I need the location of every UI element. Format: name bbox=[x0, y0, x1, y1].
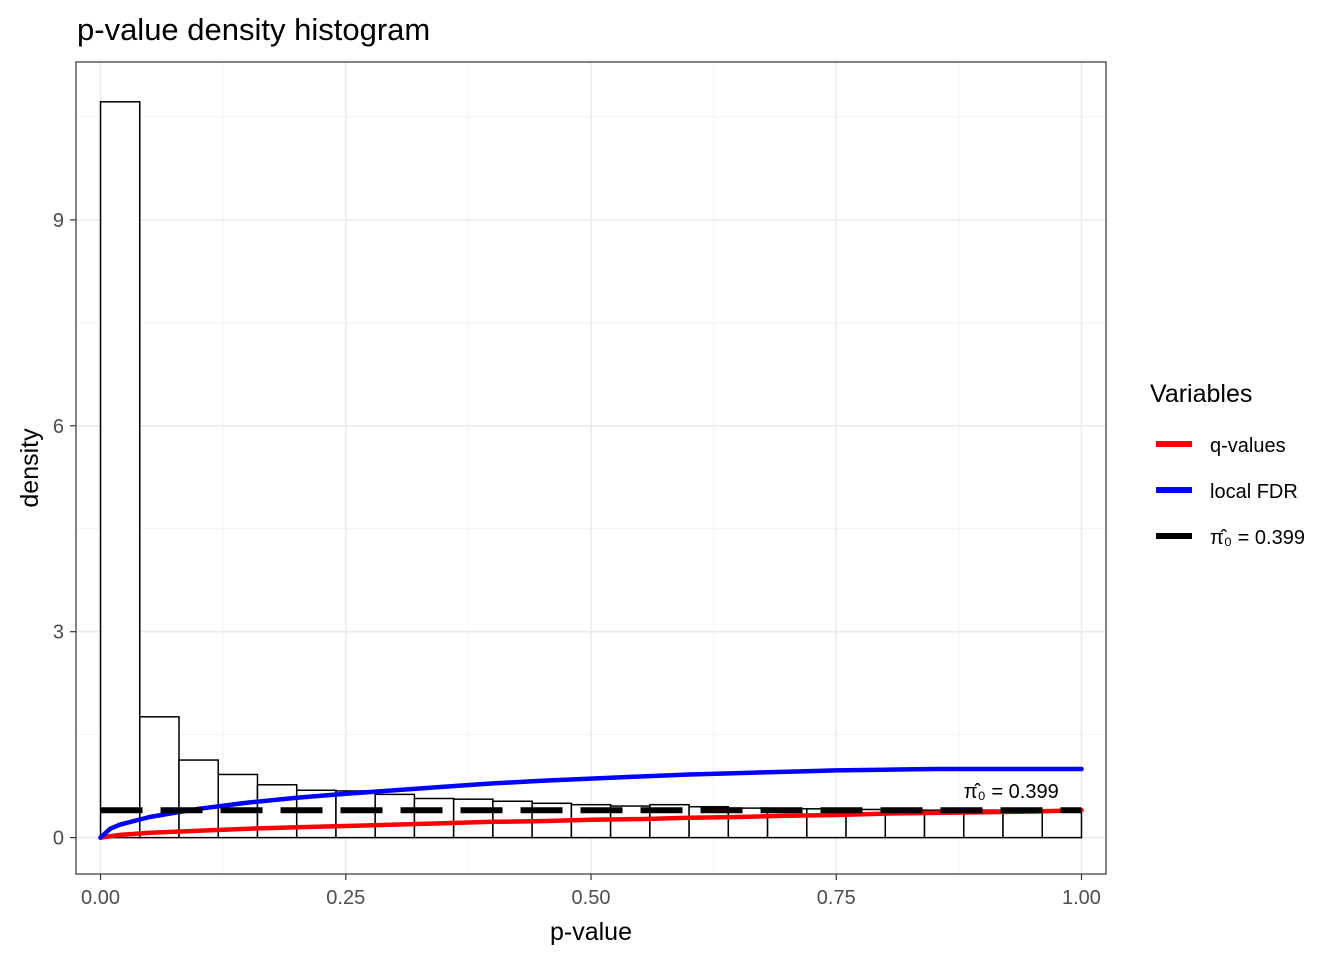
histogram-bar bbox=[335, 790, 376, 839]
x-tick-label: 0.50 bbox=[572, 887, 611, 909]
y-tick-label: 9 bbox=[53, 210, 64, 232]
x-axis: 0.00 0.25 0.50 0.75 1.00 bbox=[81, 874, 1101, 909]
plot-area: π̂₀ = 0.399 bbox=[75, 61, 1107, 875]
histogram-bar bbox=[374, 793, 416, 839]
y-tick-label: 6 bbox=[53, 416, 64, 438]
histogram-bar bbox=[99, 101, 141, 839]
series-lines bbox=[98, 766, 1084, 840]
legend-label: q-values bbox=[1210, 435, 1286, 457]
x-tick-label: 0.00 bbox=[81, 887, 120, 909]
y-tick-label: 0 bbox=[53, 828, 64, 850]
legend-title: Variables bbox=[1150, 380, 1252, 408]
chart-title: p-value density histogram bbox=[77, 12, 430, 47]
q-values-line bbox=[98, 807, 1084, 840]
x-tick-label: 0.25 bbox=[326, 887, 365, 909]
histogram-bar bbox=[413, 797, 455, 839]
y-axis: 0 3 6 9 bbox=[53, 210, 76, 850]
legend-label: local FDR bbox=[1210, 481, 1298, 503]
histogram-bar bbox=[1002, 809, 1043, 839]
histogram-bar bbox=[178, 759, 219, 839]
legend: Variables q-values local FDR π̂₀ = 0.399 bbox=[1150, 380, 1305, 549]
histogram-bar bbox=[1041, 809, 1083, 839]
x-tick-label: 1.00 bbox=[1062, 887, 1101, 909]
legend-label: π̂₀ = 0.399 bbox=[1210, 527, 1305, 549]
x-tick-label: 0.75 bbox=[817, 887, 856, 909]
histogram-bar bbox=[452, 798, 494, 839]
annotation-text: π̂₀ = 0.399 bbox=[964, 781, 1059, 803]
pi0-annotation: π̂₀ = 0.399 bbox=[964, 781, 1059, 803]
y-axis-title: density bbox=[16, 428, 44, 508]
y-tick-label: 3 bbox=[53, 622, 64, 644]
x-axis-title: p-value bbox=[550, 918, 632, 946]
